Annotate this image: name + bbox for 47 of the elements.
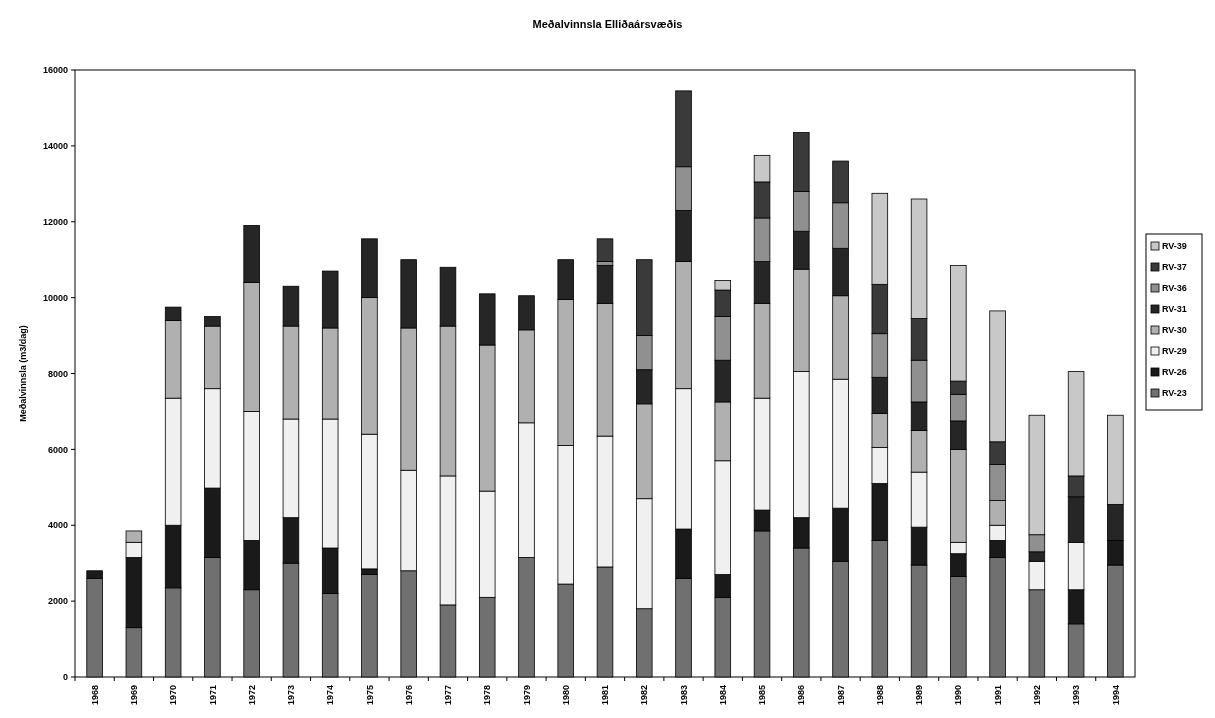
x-tick-label: 1993 [1071,685,1082,706]
legend-label: RV-29 [1162,346,1187,357]
y-tick-label: 6000 [47,444,68,455]
x-tick-label: 1987 [835,685,846,706]
x-tick-label: 1990 [953,685,964,706]
x-tick-label: 1981 [600,685,611,706]
legend-label: RV-37 [1162,262,1187,273]
x-tick-label: 1992 [1032,685,1042,706]
y-tick-label: 2000 [47,596,68,607]
x-tick-label: 1968 [89,685,100,706]
x-tick-label: 1982 [639,685,650,706]
x-tick-label: 1970 [168,685,179,706]
legend-label: RV-36 [1162,283,1187,294]
x-tick-label: 1991 [992,685,1003,706]
x-tick-label: 1985 [757,685,768,706]
y-tick-label: 0 [62,672,68,683]
legend-label: RV-31 [1162,304,1187,315]
x-tick-label: 1988 [874,685,885,706]
x-tick-label: 1978 [482,685,493,706]
y-tick-label: 12000 [42,216,68,227]
y-tick-label: 8000 [47,368,68,379]
x-tick-label: 1980 [560,685,571,706]
x-tick-label: 1986 [796,685,807,706]
x-tick-label: 1976 [403,685,414,706]
x-tick-label: 1979 [521,685,532,706]
legend-label: RV-30 [1162,325,1187,336]
legend-label: RV-23 [1162,388,1187,399]
x-tick-label: 1975 [364,685,375,706]
chart-title: Meðalvinnsla Elliðaársvæðis [532,18,683,30]
x-tick-label: 1977 [443,685,454,706]
x-tick-label: 1969 [129,685,140,706]
x-tick-label: 1971 [207,685,218,706]
x-tick-label: 1983 [678,685,689,706]
legend-label: RV-39 [1162,241,1187,252]
x-tick-label: 1994 [1110,685,1121,706]
x-tick-label: 1972 [246,685,257,706]
y-tick-label: 14000 [42,141,68,152]
x-tick-label: 1973 [286,685,297,706]
y-axis-title: Meðalvinnsla (m3/dag) [18,325,28,422]
x-tick-label: 1984 [717,685,728,706]
x-tick-label: 1974 [325,685,336,706]
x-tick-label: 1989 [914,685,925,706]
y-tick-label: 16000 [42,65,68,76]
y-tick-label: 10000 [42,292,68,303]
y-tick-label: 4000 [47,520,68,531]
legend-label: RV-26 [1162,367,1187,378]
bar [596,238,614,262]
